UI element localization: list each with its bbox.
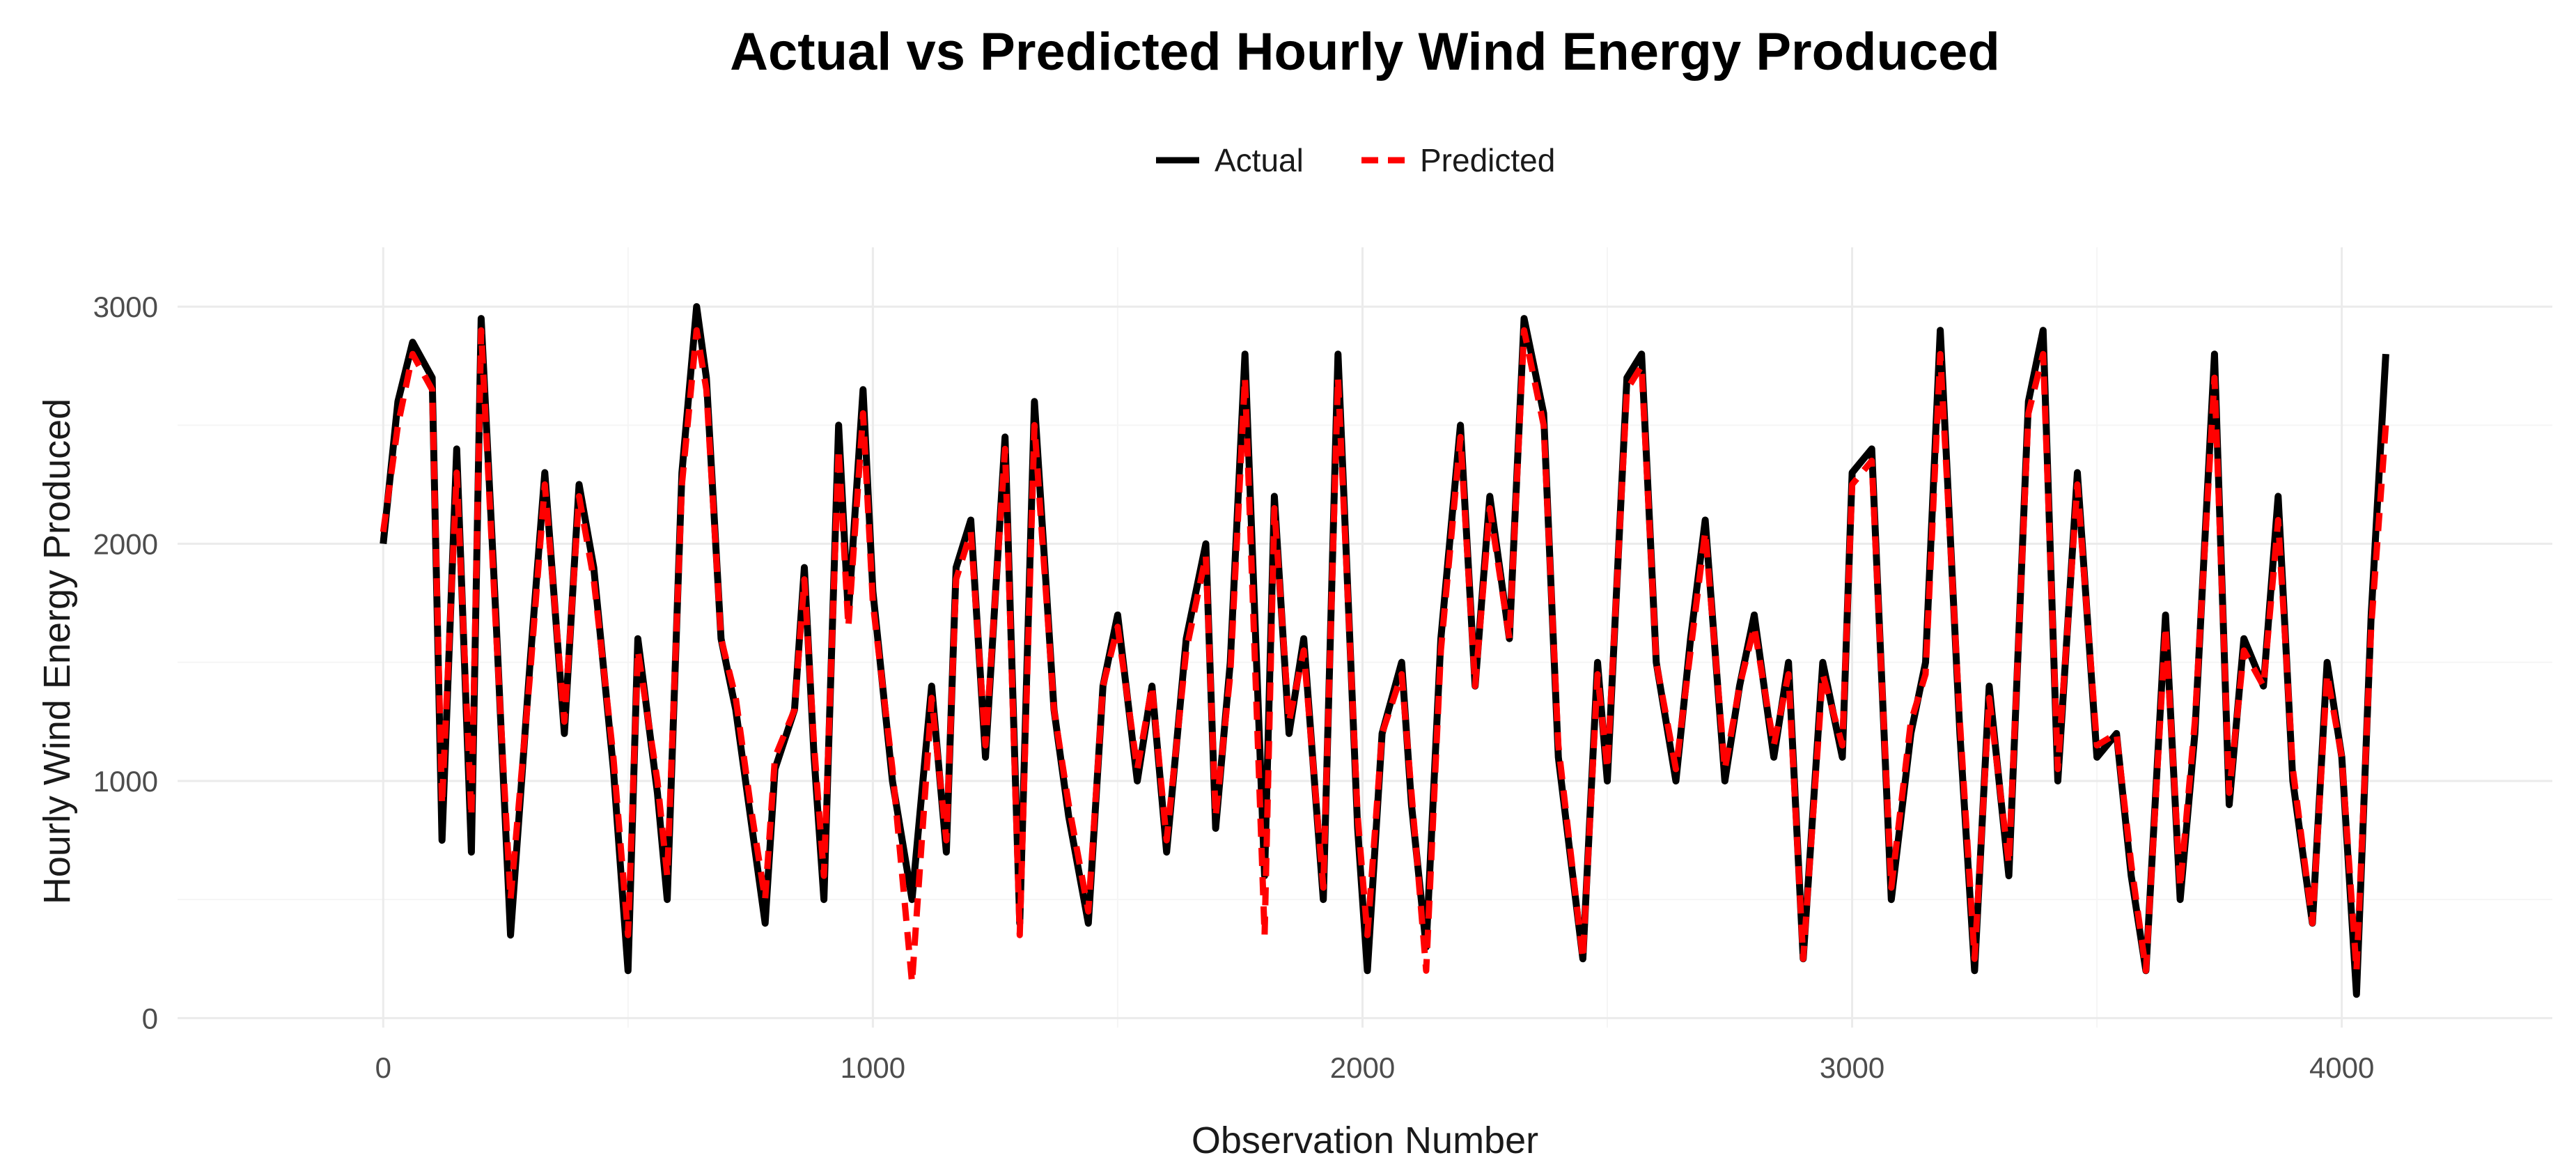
series-layer (380, 303, 2389, 998)
x-tick-label: 0 (375, 1051, 391, 1084)
y-tick-label: 1000 (93, 765, 158, 798)
series-line-actual (380, 303, 2389, 998)
x-tick-label: 3000 (1820, 1051, 1884, 1084)
x-tick-label: 1000 (841, 1051, 905, 1084)
x-axis-title: Observation Number (1192, 1120, 1538, 1161)
y-tick-label: 2000 (93, 528, 158, 561)
legend-label-predicted: Predicted (1420, 142, 1555, 178)
y-tick-label: 3000 (93, 291, 158, 323)
legend-label-actual: Actual (1215, 142, 1304, 178)
legend: Actual Predicted (1156, 142, 1555, 178)
y-tick-label: 0 (142, 1002, 158, 1035)
x-tick-label: 4000 (2309, 1051, 2374, 1084)
series-line-predicted (380, 327, 2389, 986)
y-axis-title: Hourly Wind Energy Produced (36, 399, 78, 904)
ticks: 0 1000 2000 3000 4000 0 1000 2000 3000 (93, 291, 2375, 1084)
chart-title: Actual vs Predicted Hourly Wind Energy P… (730, 22, 2000, 82)
x-tick-label: 2000 (1330, 1051, 1395, 1084)
